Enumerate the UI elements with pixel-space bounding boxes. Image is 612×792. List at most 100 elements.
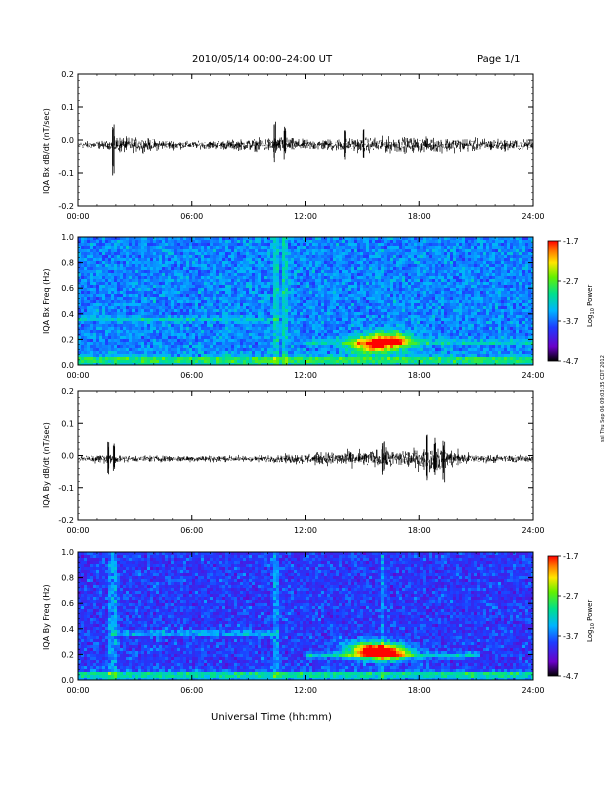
spectrogram-cell xyxy=(345,249,348,252)
spectrogram-cell xyxy=(294,258,297,261)
spectrogram-cell xyxy=(393,315,396,318)
spectrogram-cell xyxy=(486,240,489,243)
spectrogram-cell xyxy=(384,291,387,294)
spectrogram-cell xyxy=(486,315,489,318)
spectrogram-cell xyxy=(189,258,192,261)
spectrogram-cell xyxy=(237,312,240,315)
spectrogram-cell xyxy=(267,267,270,270)
spectrogram-cell xyxy=(402,282,405,285)
spectrogram-cell xyxy=(318,279,321,282)
spectrogram-cell xyxy=(300,240,303,243)
spectrogram-cell xyxy=(501,300,504,303)
spectrogram-cell xyxy=(525,303,528,306)
spectrogram-cell xyxy=(357,246,360,249)
spectrogram-cell xyxy=(462,285,465,288)
spectrogram-cell xyxy=(252,252,255,255)
spectrogram-cell xyxy=(399,267,402,270)
spectrogram-cell xyxy=(513,303,516,306)
spectrogram-cell xyxy=(165,240,168,243)
spectrogram-cell xyxy=(141,261,144,264)
spectrogram-cell xyxy=(111,237,114,240)
spectrogram-cell xyxy=(492,249,495,252)
spectrogram-cell xyxy=(333,246,336,249)
spectrogram-cell xyxy=(444,288,447,291)
spectrogram-cell xyxy=(393,261,396,264)
spectrogram-cell xyxy=(156,285,159,288)
spectrogram-cell xyxy=(213,321,216,324)
spectrogram-cell xyxy=(177,330,180,333)
spectrogram-cell xyxy=(375,312,378,315)
spectrogram-cell xyxy=(513,240,516,243)
spectrogram-cell xyxy=(336,297,339,300)
spectrogram-cell xyxy=(414,321,417,324)
spectrogram-cell xyxy=(450,312,453,315)
spectrogram-cell xyxy=(279,270,282,273)
spectrogram-cell xyxy=(105,318,108,321)
spectrogram-cell xyxy=(528,318,531,321)
spectrogram-cell xyxy=(495,315,498,318)
spectrogram-cell xyxy=(273,288,276,291)
spectrogram-cell xyxy=(393,255,396,258)
spectrogram-cell xyxy=(213,303,216,306)
spectrogram-cell xyxy=(159,264,162,267)
spectrogram-cell xyxy=(501,294,504,297)
spectrogram-cell xyxy=(207,324,210,327)
spectrogram-cell xyxy=(426,309,429,312)
spectrogram-cell xyxy=(342,327,345,330)
spectrogram-cell xyxy=(111,273,114,276)
spectrogram-cell xyxy=(141,285,144,288)
spectrogram-cell xyxy=(228,291,231,294)
spectrogram-cell xyxy=(249,321,252,324)
spectrogram-cell xyxy=(123,306,126,309)
spectrogram-cell xyxy=(396,240,399,243)
spectrogram-cell xyxy=(81,246,84,249)
spectrogram-cell xyxy=(237,282,240,285)
spectrogram-cell xyxy=(330,273,333,276)
spectrogram-cell xyxy=(429,270,432,273)
spectrogram-cell xyxy=(441,312,444,315)
spectrogram-cell xyxy=(150,315,153,318)
spectrogram-cell xyxy=(297,237,300,240)
spectrogram-cell xyxy=(144,300,147,303)
spectrogram-cell xyxy=(225,327,228,330)
spectrogram-cell xyxy=(456,270,459,273)
spectrogram-cell xyxy=(234,270,237,273)
spectrogram-cell xyxy=(414,264,417,267)
spectrogram-cell xyxy=(462,327,465,330)
spectrogram-cell xyxy=(516,255,519,258)
spectrogram-cell xyxy=(303,246,306,249)
spectrogram-cell xyxy=(501,237,504,240)
spectrogram-cell xyxy=(306,309,309,312)
spectrogram-cell xyxy=(282,306,285,309)
spectrogram-cell xyxy=(375,291,378,294)
spectrogram-cell xyxy=(288,252,291,255)
spectrogram-cell xyxy=(159,246,162,249)
spectrogram-cell xyxy=(270,309,273,312)
spectrogram-cell xyxy=(105,315,108,318)
spectrogram-cell xyxy=(426,285,429,288)
spectrogram-cell xyxy=(189,255,192,258)
spectrogram-cell xyxy=(405,327,408,330)
spectrogram-cell xyxy=(480,327,483,330)
spectrogram-cell xyxy=(393,324,396,327)
spectrogram-cell xyxy=(498,309,501,312)
spectrogram-cell xyxy=(87,264,90,267)
spectrogram-cell xyxy=(165,297,168,300)
spectrogram-cell xyxy=(336,264,339,267)
spectrogram-cell xyxy=(144,240,147,243)
spectrogram-cell xyxy=(309,276,312,279)
spectrogram-cell xyxy=(399,300,402,303)
spectrogram-cell xyxy=(201,318,204,321)
spectrogram-cell xyxy=(114,318,117,321)
spectrogram-cell xyxy=(186,267,189,270)
spectrogram-cell xyxy=(243,243,246,246)
spectrogram-cell xyxy=(300,258,303,261)
spectrogram-cell xyxy=(141,300,144,303)
spectrogram-cell xyxy=(501,327,504,330)
y-tick-label: 0.0 xyxy=(61,136,74,145)
spectrogram-cell xyxy=(282,327,285,330)
spectrogram-cell xyxy=(186,330,189,333)
spectrogram-cell xyxy=(456,288,459,291)
spectrogram-cell xyxy=(96,330,99,333)
spectrogram-cell xyxy=(273,294,276,297)
